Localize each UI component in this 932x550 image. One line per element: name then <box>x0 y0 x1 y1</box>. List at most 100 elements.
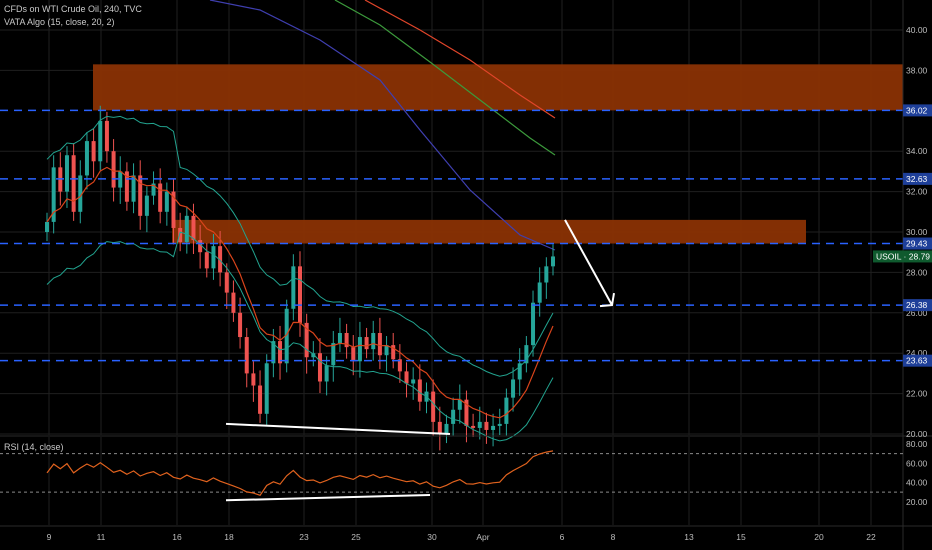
candle-body <box>337 333 342 344</box>
date-axis-label: 16 <box>172 532 182 542</box>
fast-ma-line <box>46 166 554 419</box>
candle-body <box>238 312 243 338</box>
candle-body <box>371 333 376 350</box>
rsi-label: RSI (14, close) <box>4 442 64 452</box>
last-price-tag <box>873 250 932 263</box>
slow-ma-line <box>209 0 556 251</box>
price-axis-label: 40.00 <box>906 25 928 35</box>
rsi-axis-label: 20.00 <box>906 497 928 507</box>
candle-body <box>151 183 156 196</box>
candle-body <box>45 221 49 232</box>
last-price-label: USOIL · 28.79 <box>876 251 930 261</box>
candle-body <box>544 266 549 283</box>
candle-body <box>91 141 96 162</box>
rsi-trendline <box>225 494 431 502</box>
candle-body <box>497 423 502 426</box>
ma-green-line <box>334 0 556 156</box>
level-tag <box>903 104 932 117</box>
level-tag-label: 26.38 <box>906 300 928 310</box>
date-axis-label: 22 <box>866 532 876 542</box>
candle-body <box>397 359 402 372</box>
level-tag <box>903 299 932 312</box>
candle-body <box>204 252 209 269</box>
candle-body <box>291 266 296 309</box>
candle-body <box>304 322 309 358</box>
candle-body <box>504 397 509 424</box>
candle-body <box>271 341 276 364</box>
candle-body <box>231 292 236 313</box>
candle-body <box>311 353 316 358</box>
candle-body <box>531 302 536 346</box>
candle-body <box>264 363 269 414</box>
candle-body <box>111 151 116 188</box>
candle-body <box>244 337 249 374</box>
price-axis-label: 28.00 <box>906 267 928 277</box>
candle-body <box>131 175 136 202</box>
price-axis-label: 26.00 <box>906 308 928 318</box>
supply-zone <box>93 64 903 111</box>
price-axis-label: 32.00 <box>906 187 928 197</box>
candle-body <box>124 171 129 202</box>
candle-body <box>404 371 409 384</box>
candle-body <box>211 246 216 269</box>
candle-body <box>377 333 382 356</box>
price-axis-label: 22.00 <box>906 389 928 399</box>
candle-body <box>491 425 496 430</box>
candle-body <box>164 191 169 212</box>
candle-body <box>537 282 542 303</box>
candle-body <box>484 421 489 430</box>
candle-body <box>411 379 416 384</box>
candle-body <box>364 337 369 350</box>
rsi-axis-label: 40.00 <box>906 478 928 488</box>
level-tag-label: 36.02 <box>906 105 928 115</box>
candle-body <box>158 183 163 212</box>
candle-body <box>78 175 83 212</box>
level-tag <box>903 354 932 367</box>
candle-body <box>431 391 436 422</box>
candle-body <box>524 345 529 364</box>
candle-body <box>84 141 89 176</box>
candle-body <box>511 379 516 398</box>
candle-body <box>191 215 196 241</box>
candle-body <box>118 171 123 188</box>
date-axis-label: 8 <box>611 532 616 542</box>
date-axis-label: 30 <box>427 532 437 542</box>
candle-body <box>444 423 449 434</box>
candle-body <box>64 155 69 192</box>
price-axis-label: 20.00 <box>906 429 928 439</box>
candle-body <box>331 343 336 366</box>
price-axis-label: 34.00 <box>906 146 928 156</box>
down-arrow-head <box>599 292 615 308</box>
candle-body <box>357 337 362 362</box>
candle-body <box>324 365 329 382</box>
candle-body <box>104 120 109 152</box>
date-axis-label: 11 <box>97 532 106 542</box>
candle-body <box>138 175 143 216</box>
price-axis-label: 38.00 <box>906 65 928 75</box>
candle-body <box>551 256 555 267</box>
ma-red-line <box>364 0 556 119</box>
candle-body <box>144 195 149 216</box>
rsi-line <box>46 450 554 497</box>
candle-body <box>51 167 56 222</box>
date-axis-label: 6 <box>560 532 565 542</box>
candle-body <box>391 345 396 360</box>
candle-body <box>198 240 203 253</box>
level-tag-label: 29.43 <box>906 239 928 249</box>
candle-body <box>471 425 476 428</box>
candle-body <box>278 341 283 364</box>
supply-zone <box>172 219 806 244</box>
candle-body <box>298 266 302 323</box>
rsi-axis-label: 80.00 <box>906 439 928 449</box>
level-tag-label: 32.63 <box>906 174 928 184</box>
date-axis-label: 15 <box>736 532 746 542</box>
candle-body <box>224 272 229 293</box>
chart-title: CFDs on WTI Crude Oil, 240, TVC <box>4 4 142 14</box>
candle-body <box>344 333 349 348</box>
upper-band-line <box>46 115 554 377</box>
candle-body <box>171 191 176 228</box>
candle-body <box>451 409 456 424</box>
date-axis-label: 20 <box>814 532 824 542</box>
candle-body <box>251 373 256 386</box>
